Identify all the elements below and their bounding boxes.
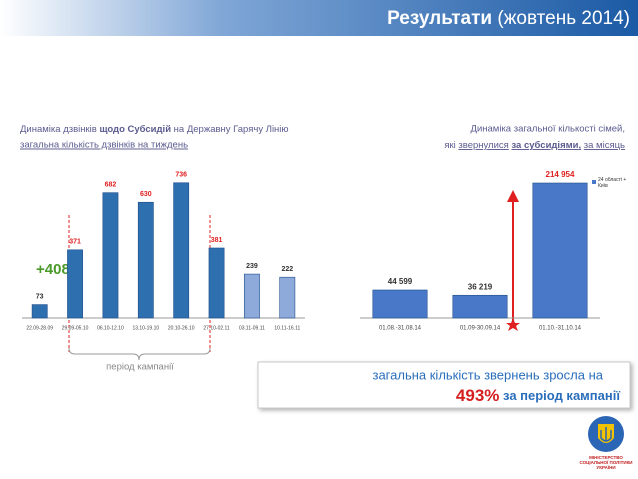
title-part: за місяць xyxy=(584,140,625,151)
bar xyxy=(244,273,260,319)
header-bold: Результати xyxy=(387,8,492,29)
bar xyxy=(137,201,154,319)
callout-percent: 493% xyxy=(456,386,499,405)
data-label: 381 xyxy=(211,237,223,244)
chart-title: Динаміка дзвінків щодо Субсидій на Держа… xyxy=(20,124,289,135)
data-label: 214 954 xyxy=(546,170,575,179)
x-tick-label: 01.08.-31.08.14 xyxy=(379,326,422,332)
callout-line1: загальна кількість звернень зросла на xyxy=(372,367,603,382)
legend-label: 24 області + Київ xyxy=(598,177,627,189)
header-title: Результати (жовтень 2014) xyxy=(387,8,630,29)
title-part: за субсидіями, xyxy=(511,140,581,151)
arrow-head xyxy=(507,190,519,202)
title-part: щодо Субсидій xyxy=(99,124,171,135)
bar xyxy=(173,182,190,319)
data-label: 239 xyxy=(246,263,258,270)
campaign-label: період кампанії xyxy=(106,362,174,373)
title-part: звернулися xyxy=(458,140,508,151)
data-label: 73 xyxy=(36,293,44,300)
star xyxy=(506,318,520,331)
bar xyxy=(532,182,588,319)
campaign-bracket xyxy=(68,347,211,361)
data-label: 682 xyxy=(105,182,117,189)
bar xyxy=(452,294,508,319)
chart-subtitle: загальна кількість дзвінків на тиждень xyxy=(20,140,188,151)
chart-title: які звернулися за субсидіями, за місяць xyxy=(444,140,625,151)
x-tick-label: 01.09-30.09.14 xyxy=(460,326,501,332)
data-label: 222 xyxy=(281,266,293,273)
data-label: 36 219 xyxy=(468,282,493,291)
legend-box: 24 області + Київ xyxy=(598,177,627,189)
title-part: Динаміка дзвінків xyxy=(20,124,97,135)
header-rest: (жовтень 2014) xyxy=(497,8,630,29)
x-tick-label: 01.10.-31.10.14 xyxy=(539,326,582,332)
callout-rest: за період кампанії xyxy=(503,388,620,403)
x-tick-label: 29.09-05.10 xyxy=(62,325,89,331)
bar xyxy=(208,247,225,319)
data-label: 630 xyxy=(140,191,152,198)
bar xyxy=(31,304,48,319)
data-label: 44 599 xyxy=(388,277,413,286)
x-tick-label: 13.10-19.10 xyxy=(132,325,159,331)
x-tick-label: 10.11-16.11 xyxy=(274,325,300,331)
x-tick-label: 06.10-12.10 xyxy=(97,325,124,331)
x-tick-label: 27.10-02.11 xyxy=(203,325,230,331)
chart-title: Динаміка загальної кількості сімей, xyxy=(471,124,625,135)
callout-line2: 493% за період кампанії xyxy=(456,386,620,405)
logo-text-box: МІНІСТЕРСТВО СОЦІАЛЬНОЇ ПОЛІТИКИ УКРАЇНИ xyxy=(579,455,633,470)
legend-swatch xyxy=(592,180,596,184)
x-tick-label: 22.09-28.09 xyxy=(26,325,53,331)
callout-box xyxy=(257,361,631,409)
bar xyxy=(67,249,83,319)
bar xyxy=(279,276,296,319)
x-tick-label: 20.10-26.10 xyxy=(168,325,195,331)
data-label: 736 xyxy=(175,172,187,179)
data-label: 371 xyxy=(69,239,81,246)
title-part: які xyxy=(444,140,455,151)
bar xyxy=(372,289,428,319)
title-part: на Державну Гарячу Лінію xyxy=(174,124,289,135)
logo-trident xyxy=(600,427,612,442)
logo-text: МІНІСТЕРСТВО СОЦІАЛЬНОЇ ПОЛІТИКИ УКРАЇНИ xyxy=(579,455,633,470)
bar xyxy=(102,192,119,319)
header-bar xyxy=(0,0,638,36)
x-tick-label: 03.11-09.11 xyxy=(239,325,265,331)
logo: МІНІСТЕРСТВО СОЦІАЛЬНОЇ ПОЛІТИКИ УКРАЇНИ xyxy=(579,416,633,470)
